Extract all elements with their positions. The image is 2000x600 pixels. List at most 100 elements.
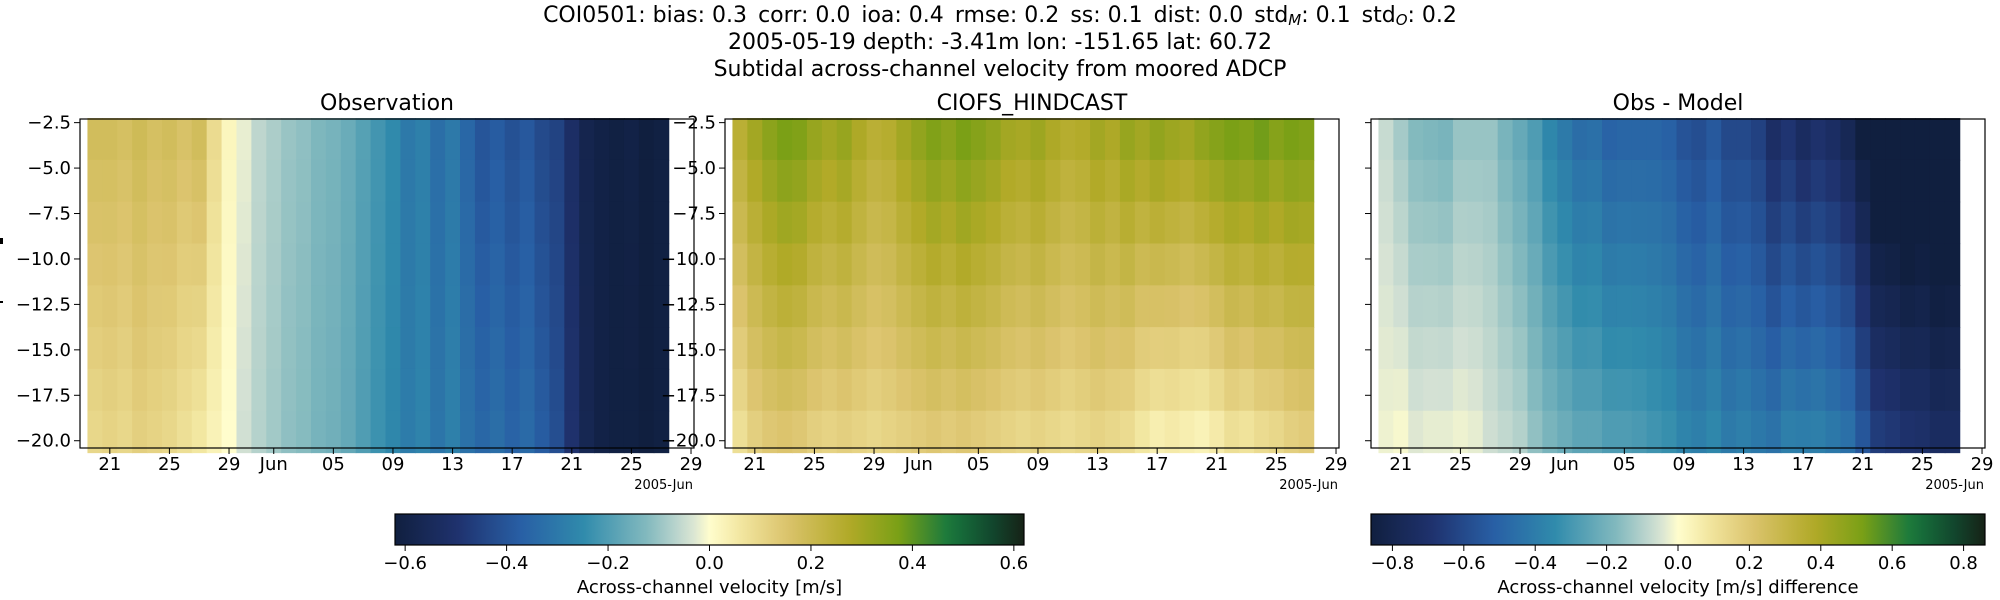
heatmap-cell	[102, 410, 118, 454]
heatmap-cell	[1497, 327, 1514, 370]
heatmap-cell	[1616, 159, 1633, 203]
heatmap-cell	[1224, 327, 1240, 370]
heatmap-cell	[1268, 368, 1285, 412]
heatmap-cell	[941, 118, 957, 161]
y-tick-label: −7.5	[672, 204, 716, 225]
heatmap-cell	[1134, 327, 1151, 370]
heatmap-cell	[1587, 410, 1603, 454]
heatmap-cell	[370, 118, 387, 161]
heatmap-cell	[385, 285, 402, 328]
heatmap-cell	[1512, 327, 1529, 370]
heatmap-cell	[1149, 285, 1166, 328]
heatmap-cell	[176, 327, 193, 370]
heatmap-cell	[762, 118, 778, 161]
heatmap-cell	[87, 243, 103, 286]
heatmap-cell	[970, 285, 987, 328]
heatmap-cell	[445, 368, 461, 412]
heatmap-cell	[474, 201, 491, 245]
heatmap-cell	[1045, 327, 1061, 370]
heatmap-cell	[1423, 159, 1439, 203]
heatmap-cell	[956, 118, 972, 161]
heatmap-cell	[1512, 368, 1529, 412]
y-tick-label: −20.0	[16, 431, 71, 452]
heatmap-cell	[504, 118, 521, 161]
heatmap-cell	[1497, 159, 1514, 203]
heatmap-cell	[281, 327, 297, 370]
heatmap-cell	[385, 159, 402, 203]
heatmap-cell	[1393, 159, 1409, 203]
heatmap-cell	[132, 368, 148, 412]
heatmap-cell	[1780, 201, 1797, 245]
heatmap-cell	[1512, 118, 1529, 161]
heatmap-cell	[777, 285, 793, 328]
heatmap-cell	[1423, 285, 1439, 328]
heatmap-cell	[147, 201, 163, 245]
heatmap-cell	[1298, 327, 1315, 370]
heatmap-cell	[1914, 201, 1931, 245]
heatmap-cell	[1795, 159, 1812, 203]
heatmap-cell	[117, 410, 133, 454]
heatmap-cell	[355, 118, 372, 161]
heatmap-cell	[806, 368, 823, 412]
heatmap-cell	[1467, 159, 1484, 203]
heatmap-cell	[206, 243, 223, 286]
heatmap-cell	[1765, 285, 1782, 328]
heatmap-cell	[1497, 368, 1514, 412]
heatmap-cell	[1631, 201, 1648, 245]
heatmap-cell	[117, 243, 133, 286]
heatmap-cell	[806, 327, 823, 370]
heatmap-cell	[489, 285, 506, 328]
heatmap-cell	[1119, 201, 1136, 245]
heatmap-cell	[325, 327, 342, 370]
heatmap-cell	[1512, 410, 1529, 454]
heatmap-cell	[1497, 201, 1514, 245]
heatmap-cell	[1393, 327, 1409, 370]
heatmap-cell	[549, 285, 565, 328]
heatmap-cell	[1283, 285, 1300, 328]
heatmap-cell	[340, 118, 357, 161]
heatmap-cell	[1765, 243, 1782, 286]
heatmap-cell	[549, 201, 565, 245]
heatmap-cell	[1751, 118, 1767, 161]
heatmap-cell	[191, 368, 208, 412]
heatmap-cell	[1438, 118, 1454, 161]
y-tick-label: −10.0	[661, 249, 716, 270]
heatmap-cell	[1855, 201, 1871, 245]
heatmap-cell	[762, 201, 778, 245]
heatmap-cell	[1914, 410, 1931, 454]
heatmap-cell	[1105, 368, 1121, 412]
heatmap-cell	[1268, 118, 1285, 161]
heatmap-cell	[266, 410, 282, 454]
heatmap-cell	[519, 368, 536, 412]
x-tick-label: 29	[1509, 454, 1532, 475]
heatmap-cell	[87, 410, 103, 454]
heatmap-cell	[251, 327, 267, 370]
heatmap-cell	[1194, 243, 1210, 286]
heatmap-cell	[1030, 118, 1047, 161]
heatmap-cell	[609, 368, 625, 412]
heatmap-cell	[1408, 243, 1424, 286]
heatmap-cell	[1885, 159, 1901, 203]
heatmap-cell	[161, 285, 178, 328]
heatmap-cell	[1015, 243, 1032, 286]
heatmap-cell	[623, 118, 640, 161]
colorbar-tick-label: −0.4	[1513, 553, 1557, 574]
heatmap-cell	[1015, 327, 1032, 370]
heatmap-cell	[1149, 368, 1166, 412]
heatmap-cell	[1900, 368, 1916, 412]
stats-title: COI0501: bias: 0.3 corr: 0.0 ioa: 0.4 rmse:…	[543, 3, 1457, 29]
heatmap-cell	[176, 159, 193, 203]
heatmap-cell	[970, 118, 987, 161]
heatmap-cell	[1045, 285, 1061, 328]
heatmap-cell	[866, 327, 883, 370]
x-tick-label: Jun	[1550, 454, 1579, 475]
heatmap-cell	[445, 201, 461, 245]
heatmap-cell	[985, 368, 1002, 412]
heatmap-cell	[1482, 159, 1499, 203]
heatmap-cell	[340, 243, 357, 286]
heatmap-cell	[747, 368, 763, 412]
heatmap-cell	[1810, 243, 1827, 286]
heatmap-cell	[176, 368, 193, 412]
heatmap-cell	[1164, 118, 1181, 161]
heatmap-cell	[1149, 159, 1166, 203]
